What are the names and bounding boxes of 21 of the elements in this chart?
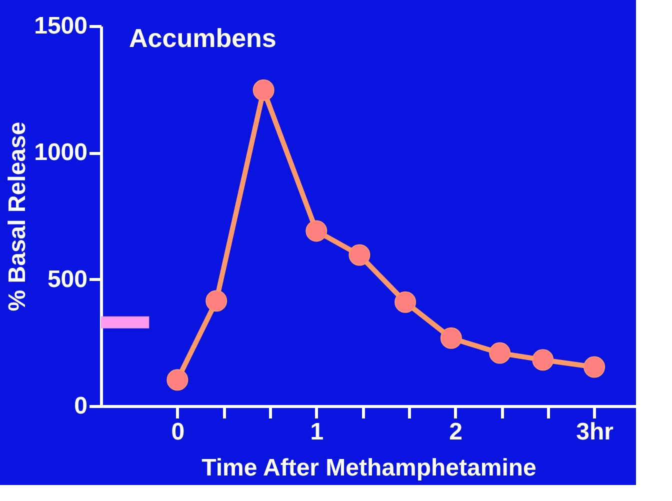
- point: [306, 220, 328, 242]
- point: [166, 369, 188, 391]
- x-tick-label: 3hr: [576, 418, 614, 446]
- point: [489, 342, 511, 364]
- y-tick-label: 1500: [34, 12, 88, 40]
- point: [206, 290, 228, 312]
- y-tick-label: 500: [47, 266, 88, 293]
- y-tick-label: 0: [74, 392, 88, 420]
- point: [532, 349, 554, 371]
- x-axis-title: Time After Methamphetamine: [202, 454, 536, 482]
- point: [348, 244, 370, 266]
- point: [394, 291, 416, 313]
- x-tick-label: 1: [310, 418, 324, 446]
- chart-title: Accumbens: [129, 23, 276, 53]
- x-tick-label: 2: [449, 418, 463, 446]
- y-tick-label: 1000: [34, 139, 88, 166]
- x-tick-label: 0: [171, 418, 185, 446]
- point: [584, 356, 606, 378]
- point: [252, 79, 274, 101]
- y-axis-title: % Basal Release: [4, 122, 32, 312]
- point: [440, 327, 462, 349]
